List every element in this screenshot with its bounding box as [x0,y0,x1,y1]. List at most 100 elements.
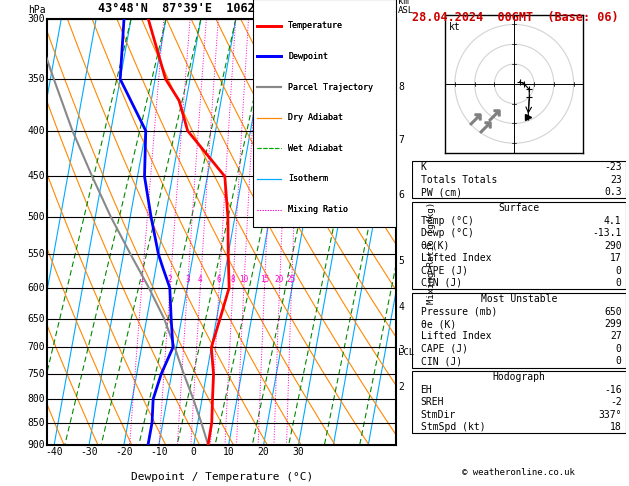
Text: 4: 4 [398,302,404,312]
Text: -20: -20 [115,447,133,457]
Text: 43°48'N  87°39'E  1062m ASL: 43°48'N 87°39'E 1062m ASL [97,2,290,15]
Text: Dry Adiabat: Dry Adiabat [288,113,343,122]
Text: 20: 20 [275,276,284,284]
Text: 7: 7 [398,136,404,145]
Text: Most Unstable: Most Unstable [481,294,557,304]
Text: 700: 700 [28,343,45,352]
Text: 800: 800 [28,394,45,404]
Text: 350: 350 [28,74,45,84]
Text: CIN (J): CIN (J) [421,356,462,366]
Text: Dewpoint: Dewpoint [288,52,328,61]
Text: 290: 290 [604,241,621,251]
Text: 2: 2 [398,382,404,392]
Text: -40: -40 [45,447,63,457]
Text: Temperature: Temperature [288,21,343,30]
Text: 27: 27 [610,331,621,342]
Text: 337°: 337° [598,410,621,420]
Text: Surface: Surface [498,204,540,213]
Text: 0: 0 [616,356,621,366]
Text: Lifted Index: Lifted Index [421,253,491,263]
Text: 0: 0 [616,344,621,354]
Text: -10: -10 [150,447,168,457]
Text: LCL: LCL [398,348,414,357]
Text: 0.3: 0.3 [604,187,621,197]
Text: -16: -16 [604,385,621,395]
Text: 25: 25 [287,276,296,284]
Bar [412,161,626,198]
Text: kt: kt [449,21,461,32]
Text: Mixing Ratio: Mixing Ratio [288,205,348,214]
Text: Mixing Ratio (g/kg): Mixing Ratio (g/kg) [426,202,436,304]
Text: 3: 3 [398,345,404,355]
Text: 650: 650 [604,307,621,316]
Text: SREH: SREH [421,398,444,407]
Text: Temperature: Temperature [288,21,343,30]
Text: -13.1: -13.1 [592,228,621,238]
Text: Dry Adiabat: Dry Adiabat [288,113,343,122]
Text: -23: -23 [604,162,621,173]
Text: 30: 30 [292,447,304,457]
Text: 17: 17 [610,253,621,263]
Text: θe(K): θe(K) [421,241,450,251]
Text: K: K [421,162,426,173]
Text: θe (K): θe (K) [421,319,456,329]
Text: PW (cm): PW (cm) [421,187,462,197]
Text: 4: 4 [198,276,203,284]
Text: StmSpd (kt): StmSpd (kt) [421,422,485,432]
Text: CAPE (J): CAPE (J) [421,344,467,354]
Text: Parcel Trajectory: Parcel Trajectory [288,83,373,91]
Text: EH: EH [421,385,432,395]
Text: km
ASL: km ASL [398,0,414,15]
Text: 1: 1 [140,276,144,284]
Text: 6: 6 [217,276,221,284]
Text: StmDir: StmDir [421,410,456,420]
Text: 0: 0 [616,278,621,288]
Text: Pressure (mb): Pressure (mb) [421,307,497,316]
Text: © weatheronline.co.uk: © weatheronline.co.uk [462,469,576,477]
Text: -30: -30 [81,447,98,457]
Text: 18: 18 [610,422,621,432]
Bar [412,202,626,289]
Text: Lifted Index: Lifted Index [421,331,491,342]
Text: 8: 8 [398,82,404,92]
Bar [253,0,396,226]
Text: 6: 6 [398,190,404,200]
Text: hPa: hPa [28,5,45,15]
Text: 0: 0 [191,447,197,457]
Text: Wet Adiabat: Wet Adiabat [288,144,343,153]
Text: Dewp (°C): Dewp (°C) [421,228,474,238]
Text: 600: 600 [28,283,45,293]
Text: 20: 20 [258,447,269,457]
Text: 299: 299 [604,319,621,329]
Text: Isotherm: Isotherm [288,174,328,183]
Text: -2: -2 [610,398,621,407]
Text: 750: 750 [28,369,45,379]
Text: CIN (J): CIN (J) [421,278,462,288]
Text: 850: 850 [28,417,45,428]
Text: Dewpoint: Dewpoint [288,52,328,61]
Text: Hodograph: Hodograph [493,372,545,382]
Text: 400: 400 [28,126,45,136]
Text: 500: 500 [28,212,45,222]
Text: 0: 0 [616,265,621,276]
Text: 900: 900 [28,440,45,450]
Text: Parcel Trajectory: Parcel Trajectory [288,83,373,91]
Text: 300: 300 [28,15,45,24]
Text: Wet Adiabat: Wet Adiabat [288,144,343,153]
Text: 550: 550 [28,249,45,259]
Text: 10: 10 [223,447,235,457]
Text: 450: 450 [28,172,45,181]
Text: Isotherm: Isotherm [288,174,328,183]
Bar [412,293,626,367]
Text: 2: 2 [167,276,172,284]
Text: 3: 3 [185,276,190,284]
Text: 28.04.2024  00GMT  (Base: 06): 28.04.2024 00GMT (Base: 06) [412,11,618,24]
Text: 650: 650 [28,314,45,324]
Text: Dewpoint / Temperature (°C): Dewpoint / Temperature (°C) [131,472,313,482]
Text: 5: 5 [398,256,404,266]
Text: Mixing Ratio: Mixing Ratio [288,205,348,214]
Text: 8: 8 [231,276,235,284]
Text: CAPE (J): CAPE (J) [421,265,467,276]
Text: 23: 23 [610,175,621,185]
Text: 15: 15 [260,276,269,284]
